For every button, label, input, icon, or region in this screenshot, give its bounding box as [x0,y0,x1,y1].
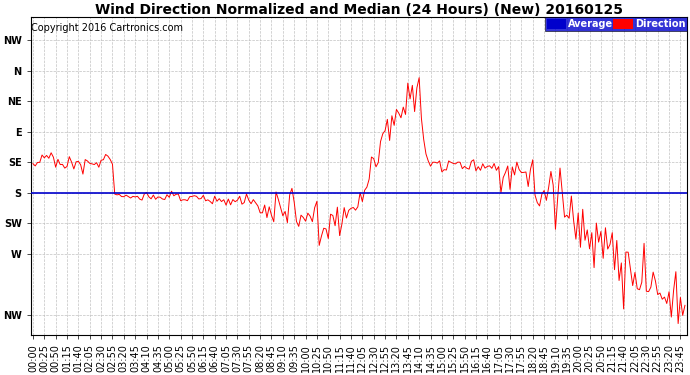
Legend: Average, Direction: Average, Direction [545,17,687,31]
Title: Wind Direction Normalized and Median (24 Hours) (New) 20160125: Wind Direction Normalized and Median (24… [95,3,623,17]
Text: Copyright 2016 Cartronics.com: Copyright 2016 Cartronics.com [31,23,184,33]
